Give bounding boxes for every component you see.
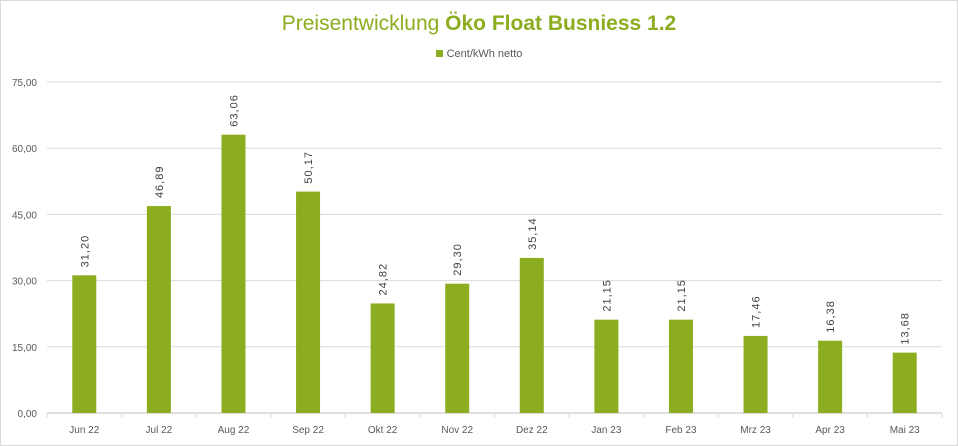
y-tick-label: 75,00 (12, 78, 37, 89)
data-label: 46,89 (154, 166, 166, 199)
y-tick-label: 45,00 (12, 210, 37, 221)
x-tick-label: Nov 22 (441, 425, 473, 436)
y-tick-label: 30,00 (12, 277, 37, 288)
title-regular: Preisentwicklung (281, 12, 446, 35)
y-tick-label: 15,00 (12, 343, 37, 354)
y-tick-label: 0,00 (18, 409, 38, 420)
data-label: 63,06 (228, 94, 240, 127)
bar (743, 335, 768, 413)
data-label: 21,15 (676, 279, 688, 312)
bar (445, 283, 470, 413)
x-tick-label: Okt 22 (368, 425, 398, 436)
bar (818, 340, 843, 413)
x-tick-label: Mrz 23 (740, 425, 771, 436)
x-tick-label: Jan 23 (591, 425, 621, 436)
x-tick-label: Jul 22 (146, 425, 173, 436)
data-label: 50,17 (303, 151, 315, 184)
x-tick-label: Apr 23 (815, 425, 845, 436)
data-label: 24,82 (378, 263, 390, 296)
x-tick-label: Aug 22 (218, 425, 250, 436)
title-bold: Öko Float Busniess 1.2 (445, 12, 677, 35)
x-tick-label: Sep 22 (292, 425, 324, 436)
bar (146, 206, 171, 413)
x-tick-label: Feb 23 (665, 425, 697, 436)
x-tick-label: Dez 22 (516, 425, 548, 436)
data-label: 16,38 (825, 300, 837, 333)
x-tick-label: Jun 22 (69, 425, 99, 436)
legend-swatch (435, 50, 443, 57)
data-label: 29,30 (452, 243, 464, 276)
bar (668, 319, 693, 413)
bar (370, 303, 395, 413)
data-label: 21,15 (601, 279, 613, 312)
data-label: 35,14 (527, 217, 539, 250)
legend: Cent/kWh netto (0, 48, 958, 60)
data-label: 17,46 (751, 295, 763, 328)
legend-label: Cent/kWh netto (446, 48, 523, 60)
data-label: 13,68 (900, 312, 912, 345)
bar (221, 134, 246, 414)
data-label: 31,20 (79, 235, 91, 268)
bar (72, 275, 97, 413)
chart-title: Preisentwicklung Öko Float Busniess 1.2 (0, 12, 958, 36)
bar (296, 191, 321, 413)
y-tick-label: 60,00 (12, 144, 37, 155)
bar (892, 352, 917, 413)
bar (594, 319, 619, 413)
x-tick-label: Mai 23 (890, 425, 920, 436)
bar (519, 257, 544, 413)
